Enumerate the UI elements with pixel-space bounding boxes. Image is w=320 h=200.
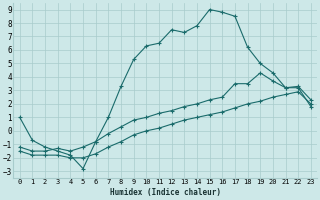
X-axis label: Humidex (Indice chaleur): Humidex (Indice chaleur) — [110, 188, 221, 197]
